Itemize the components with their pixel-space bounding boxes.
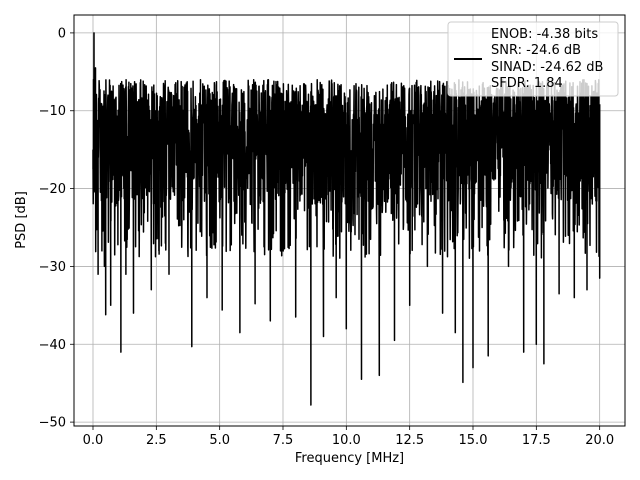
x-tick-label: 17.5 — [522, 433, 551, 448]
legend: ENOB: -4.38 bits SNR: -24.6 dB SINAD: -2… — [447, 21, 619, 97]
x-axis-label: Frequency [MHz] — [295, 451, 404, 466]
y-tick-label: −50 — [39, 416, 66, 431]
legend-box — [447, 21, 619, 97]
legend-entry-enob: ENOB: -4.38 bits — [491, 27, 598, 42]
y-tick-label: 0 — [58, 26, 66, 41]
y-tick-label: −30 — [39, 260, 66, 275]
y-tick-label: −20 — [39, 182, 66, 197]
plot-frame — [73, 14, 626, 427]
x-tick-label: 10.0 — [332, 433, 361, 448]
series-psd — [92, 32, 601, 406]
legend-entry-sinad: SINAD: -24.62 dB — [491, 60, 603, 75]
y-tick-label: −10 — [39, 104, 66, 119]
x-tick-label: 2.5 — [146, 433, 167, 448]
y-axis: 0 −10 −20 −30 −40 −50 — [39, 26, 74, 431]
x-tick-label: 5.0 — [209, 433, 230, 448]
y-axis-label: PSD [dB] — [14, 191, 29, 249]
psd-series-line — [92, 32, 601, 406]
x-tick-label: 7.5 — [273, 433, 294, 448]
x-tick-label: 20.0 — [585, 433, 614, 448]
y-tick-label: −40 — [39, 338, 66, 353]
x-axis: 0.0 2.5 5.0 7.5 10.0 12.5 15.0 17.5 20.0 — [83, 426, 614, 448]
legend-entry-sfdr: SFDR: 1.84 — [491, 76, 563, 91]
x-tick-label: 15.0 — [459, 433, 488, 448]
legend-entry-snr: SNR: -24.6 dB — [491, 43, 581, 58]
x-tick-label: 12.5 — [395, 433, 424, 448]
x-tick-label: 0.0 — [83, 433, 104, 448]
